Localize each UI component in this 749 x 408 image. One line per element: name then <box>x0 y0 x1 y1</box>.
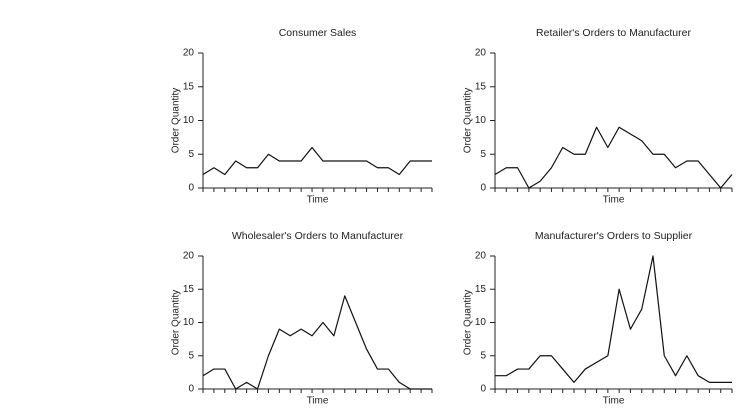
chart-title: Manufacturer's Orders to Supplier <box>535 230 693 242</box>
y-tick-label: 20 <box>475 251 487 262</box>
y-tick-label: 10 <box>475 317 487 328</box>
y-tick-label: 5 <box>188 149 194 160</box>
chart-title: Consumer Sales <box>279 27 357 39</box>
y-tick-label: 5 <box>480 149 486 160</box>
y-tick-label: 5 <box>480 350 486 361</box>
chart-title: Retailer's Orders to Manufacturer <box>536 27 691 39</box>
y-tick-label: 10 <box>183 115 195 126</box>
x-axis-label: Time <box>307 396 329 407</box>
x-axis-label: Time <box>307 195 329 206</box>
y-axis-label: Order Quantity <box>463 88 474 154</box>
y-axis-label: Order Quantity <box>171 88 182 154</box>
y-tick-label: 0 <box>480 183 486 194</box>
y-tick-label: 0 <box>188 183 194 194</box>
x-axis-label: Time <box>603 195 625 206</box>
data-line <box>202 295 432 390</box>
y-tick-label: 20 <box>183 48 195 59</box>
y-axis-label: Order Quantity <box>171 290 182 356</box>
y-tick-label: 0 <box>480 384 486 395</box>
data-line <box>495 255 732 383</box>
y-tick-label: 15 <box>183 81 195 92</box>
x-axis-label: Time <box>603 396 625 407</box>
data-line <box>494 126 733 189</box>
y-tick-label: 10 <box>475 115 487 126</box>
data-line <box>202 146 432 176</box>
y-tick-label: 20 <box>183 251 195 262</box>
y-tick-label: 10 <box>183 317 195 328</box>
y-tick-label: 15 <box>475 81 487 92</box>
y-tick-label: 0 <box>188 384 194 395</box>
y-tick-label: 5 <box>188 350 194 361</box>
y-tick-label: 15 <box>475 284 487 295</box>
y-tick-label: 20 <box>475 48 487 59</box>
y-axis-label: Order Quantity <box>463 290 474 356</box>
chart-title: Wholesaler's Orders to Manufacturer <box>232 230 404 242</box>
y-tick-label: 15 <box>183 284 195 295</box>
